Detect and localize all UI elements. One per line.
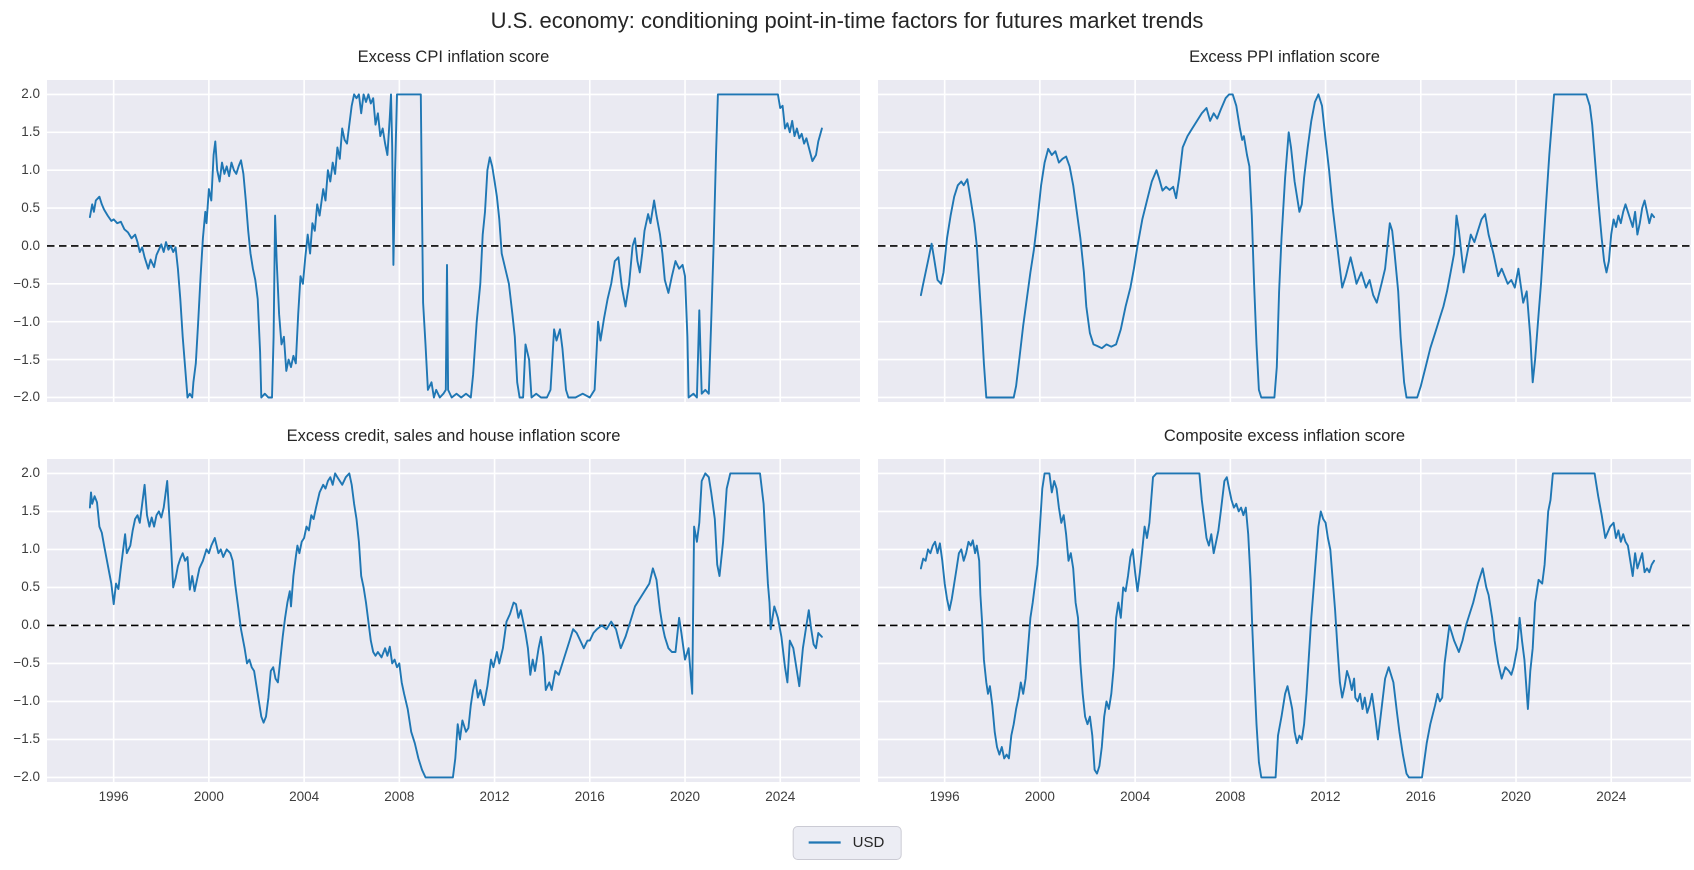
x-tick-label: 2008 (384, 789, 415, 804)
x-tick-label: 2004 (289, 789, 320, 804)
y-tick-label: 0.5 (21, 579, 40, 595)
legend: USD (792, 826, 902, 860)
x-tick-label: 2012 (479, 789, 510, 804)
x-tick-label: 2000 (193, 789, 224, 804)
y-tick-label: −1.5 (13, 351, 40, 367)
plot-credit-sales-house (47, 459, 860, 782)
figure-title: U.S. economy: conditioning point-in-time… (490, 8, 1204, 33)
x-tick-label: 2020 (1500, 789, 1532, 804)
y-tick-label: 1.0 (21, 162, 40, 178)
credit-line-chart (47, 459, 860, 782)
y-tick-label: 1.0 (21, 541, 40, 557)
panel-title-cpi: Excess CPI inflation score (357, 48, 550, 66)
x-tick-label: 2024 (1596, 789, 1627, 804)
y-tick-label: −1.5 (13, 731, 40, 747)
x-tick-label: 2020 (669, 789, 701, 804)
x-tick-label: 1996 (98, 789, 129, 804)
y-tick-label: 2.0 (21, 86, 40, 102)
plot-ppi (878, 80, 1691, 402)
panel-title-ppi: Excess PPI inflation score (1189, 48, 1380, 66)
x-tick-label: 2008 (1215, 789, 1246, 804)
x-tick-label: 2024 (765, 789, 796, 804)
plot-composite (878, 459, 1691, 782)
x-tick-label: 2000 (1024, 789, 1055, 804)
ppi-line-chart (878, 80, 1691, 402)
y-tick-label: 0.0 (21, 237, 40, 253)
legend-label: USD (852, 834, 885, 851)
legend-line-icon (808, 841, 841, 844)
composite-line-chart (878, 459, 1691, 782)
cpi-line-chart (47, 80, 860, 402)
y-tick-label: 2.0 (21, 465, 40, 481)
y-tick-label: 0.0 (21, 617, 40, 633)
panel-title-composite: Composite excess inflation score (1163, 427, 1406, 445)
y-tick-label: −0.5 (13, 655, 40, 671)
x-tick-label: 2012 (1310, 789, 1341, 804)
x-tick-label: 2016 (1405, 789, 1436, 804)
x-tick-label: 2004 (1120, 789, 1151, 804)
y-tick-label: −0.5 (13, 275, 40, 291)
y-tick-label: −2.0 (13, 389, 40, 405)
plot-cpi (47, 80, 860, 402)
y-tick-label: 1.5 (21, 503, 40, 519)
x-tick-label: 2016 (574, 789, 605, 804)
y-tick-label: 1.5 (21, 124, 40, 140)
y-tick-label: 0.5 (21, 200, 40, 216)
panel-title-credit-sales-house: Excess credit, sales and house inflation… (286, 427, 621, 445)
x-tick-label: 1996 (929, 789, 960, 804)
y-tick-label: −1.0 (13, 313, 40, 329)
y-tick-label: −2.0 (13, 769, 40, 785)
y-tick-label: −1.0 (13, 693, 40, 709)
